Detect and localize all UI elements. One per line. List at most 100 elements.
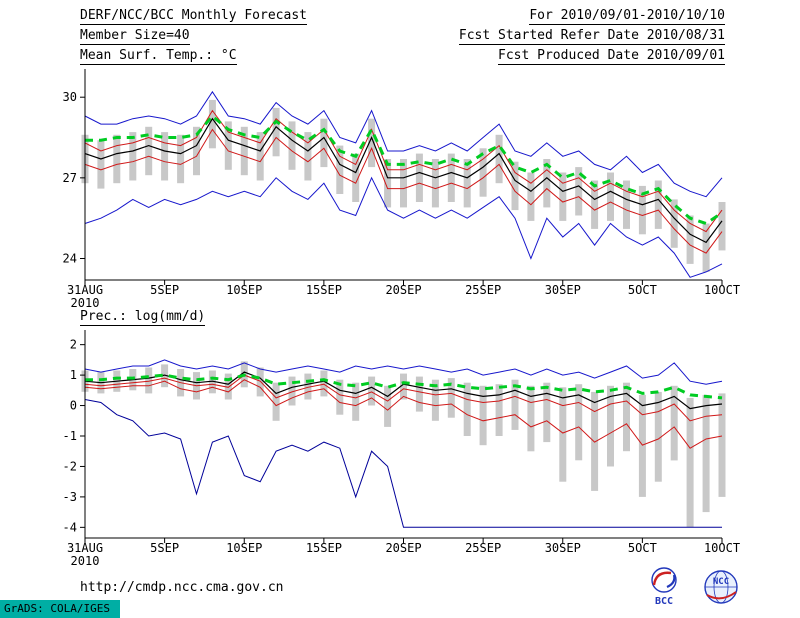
y-tick-label: 1: [70, 368, 77, 382]
header-row-3: Mean Surf. Temp.: °C Fcst Produced Date …: [0, 49, 800, 65]
series-green-dashed-climatology: [85, 113, 723, 226]
x-tick-label: 5OCT: [628, 541, 657, 555]
x-tick-label: 15SEP: [306, 283, 342, 297]
spread-bar: [161, 132, 169, 181]
x-tick-label: 31AUG: [67, 541, 103, 555]
spread-bar: [352, 382, 360, 421]
spread-bar: [702, 223, 710, 272]
agency-logos: BCC NCC: [644, 566, 742, 608]
spread-bar: [240, 126, 248, 176]
x-tick-label: 10OCT: [704, 541, 740, 555]
spread-bar: [224, 373, 232, 400]
y-tick-label: 2: [70, 338, 77, 352]
header-row-2: Member Size=40 Fcst Started Refer Date 2…: [0, 29, 800, 45]
y-tick-label: -2: [63, 459, 77, 473]
spread-bar: [638, 185, 646, 235]
ncc-logo: NCC: [704, 570, 738, 604]
spread-bar: [368, 118, 376, 168]
spread-bar: [623, 382, 630, 452]
spread-bar: [702, 394, 710, 513]
spread-bar: [654, 180, 662, 229]
spread-bar: [400, 159, 407, 208]
spread-bar: [161, 364, 169, 388]
spread-bar: [208, 370, 216, 394]
spread-bar: [320, 118, 328, 168]
fcst-produced-date: Fcst Produced Date 2010/09/01: [498, 48, 725, 65]
series-blue-upper-ensemble-max: [84, 90, 723, 198]
series-green-dashed-climatology: [85, 373, 723, 400]
x-tick-label: 30SEP: [545, 541, 581, 555]
x-tick-sublabel: 2010: [71, 296, 100, 308]
spread-bar: [145, 126, 153, 176]
spread-bar: [447, 153, 455, 202]
spread-bar: [177, 134, 185, 184]
spread-bar: [575, 167, 583, 216]
y-tick-label: -4: [63, 520, 77, 534]
series-blue-upper-ensemble-max: [84, 359, 723, 385]
spread-bar: [527, 385, 535, 452]
spread-bar: [304, 373, 312, 400]
x-tick-sublabel: 2010: [71, 554, 100, 568]
y-tick-label: -3: [63, 490, 77, 504]
spread-bar: [638, 394, 646, 497]
x-tick-label: 15SEP: [306, 541, 342, 555]
spread-bar: [670, 199, 678, 248]
spread-bar: [447, 378, 455, 418]
x-tick-label: 10OCT: [704, 283, 740, 297]
x-tick-label: 20SEP: [385, 283, 421, 297]
spread-bar: [463, 382, 471, 436]
x-tick-label: 25SEP: [465, 541, 501, 555]
x-tick-label: 20SEP: [385, 541, 421, 555]
bcc-logo-red-swirl: [652, 571, 672, 586]
spread-bar: [288, 376, 296, 406]
bcc-logo-ring: [651, 567, 677, 593]
series-red-lower: [84, 128, 723, 254]
spread-bar: [113, 134, 121, 184]
y-tick-label: 30: [63, 90, 77, 104]
source-url-link[interactable]: http://cmdp.ncc.cma.gov.cn: [80, 580, 284, 595]
spread-bar: [607, 172, 614, 221]
spread-bar: [543, 382, 551, 443]
series-blue-lower-ensemble-min: [84, 399, 722, 528]
spread-bar: [129, 132, 137, 181]
chart-title: DERF/NCC/BCC Monthly Forecast: [80, 8, 307, 25]
x-tick-label: 30SEP: [545, 283, 581, 297]
spread-bar: [384, 159, 392, 208]
bcc-logo-label: BCC: [655, 596, 673, 607]
spread-bar: [431, 379, 439, 421]
bcc-logo-blue-swirl: [666, 574, 676, 589]
spread-bar: [527, 172, 535, 221]
spread-bar: [718, 393, 726, 497]
grads-credit: GrADS: COLA/IGES: [0, 600, 120, 618]
y-tick-label: 24: [63, 251, 77, 265]
spread-bar: [224, 121, 232, 170]
spread-bar: [415, 153, 423, 202]
spread-bar: [304, 132, 312, 181]
spread-bar: [256, 132, 264, 181]
ncc-logo-red-swoosh: [706, 591, 737, 600]
bcc-logo: BCC: [651, 567, 677, 607]
temp-units-label: Mean Surf. Temp.: °C: [80, 48, 237, 65]
spread-bar: [575, 384, 583, 461]
spread-bar: [400, 373, 407, 400]
spread-bar: [686, 215, 694, 264]
series-black-mean: [84, 117, 723, 244]
spread-bar: [495, 384, 503, 436]
spread-bar: [336, 145, 344, 194]
series-red-lower: [84, 379, 723, 449]
y-tick-label: 0: [70, 399, 77, 413]
precip-label: Prec.: log(mm/d): [80, 309, 206, 326]
spread-bar: [718, 202, 726, 251]
spread-bar: [208, 99, 216, 149]
x-tick-label: 5SEP: [150, 541, 179, 555]
spread-bar: [145, 367, 153, 394]
spread-bar: [352, 153, 360, 202]
x-tick-label: 10SEP: [226, 541, 262, 555]
y-tick-label: -1: [63, 429, 77, 443]
spread-bar: [479, 148, 487, 197]
spread-bar: [479, 385, 487, 446]
x-tick-label: 31AUG: [67, 283, 103, 297]
spread-bar: [288, 121, 296, 170]
